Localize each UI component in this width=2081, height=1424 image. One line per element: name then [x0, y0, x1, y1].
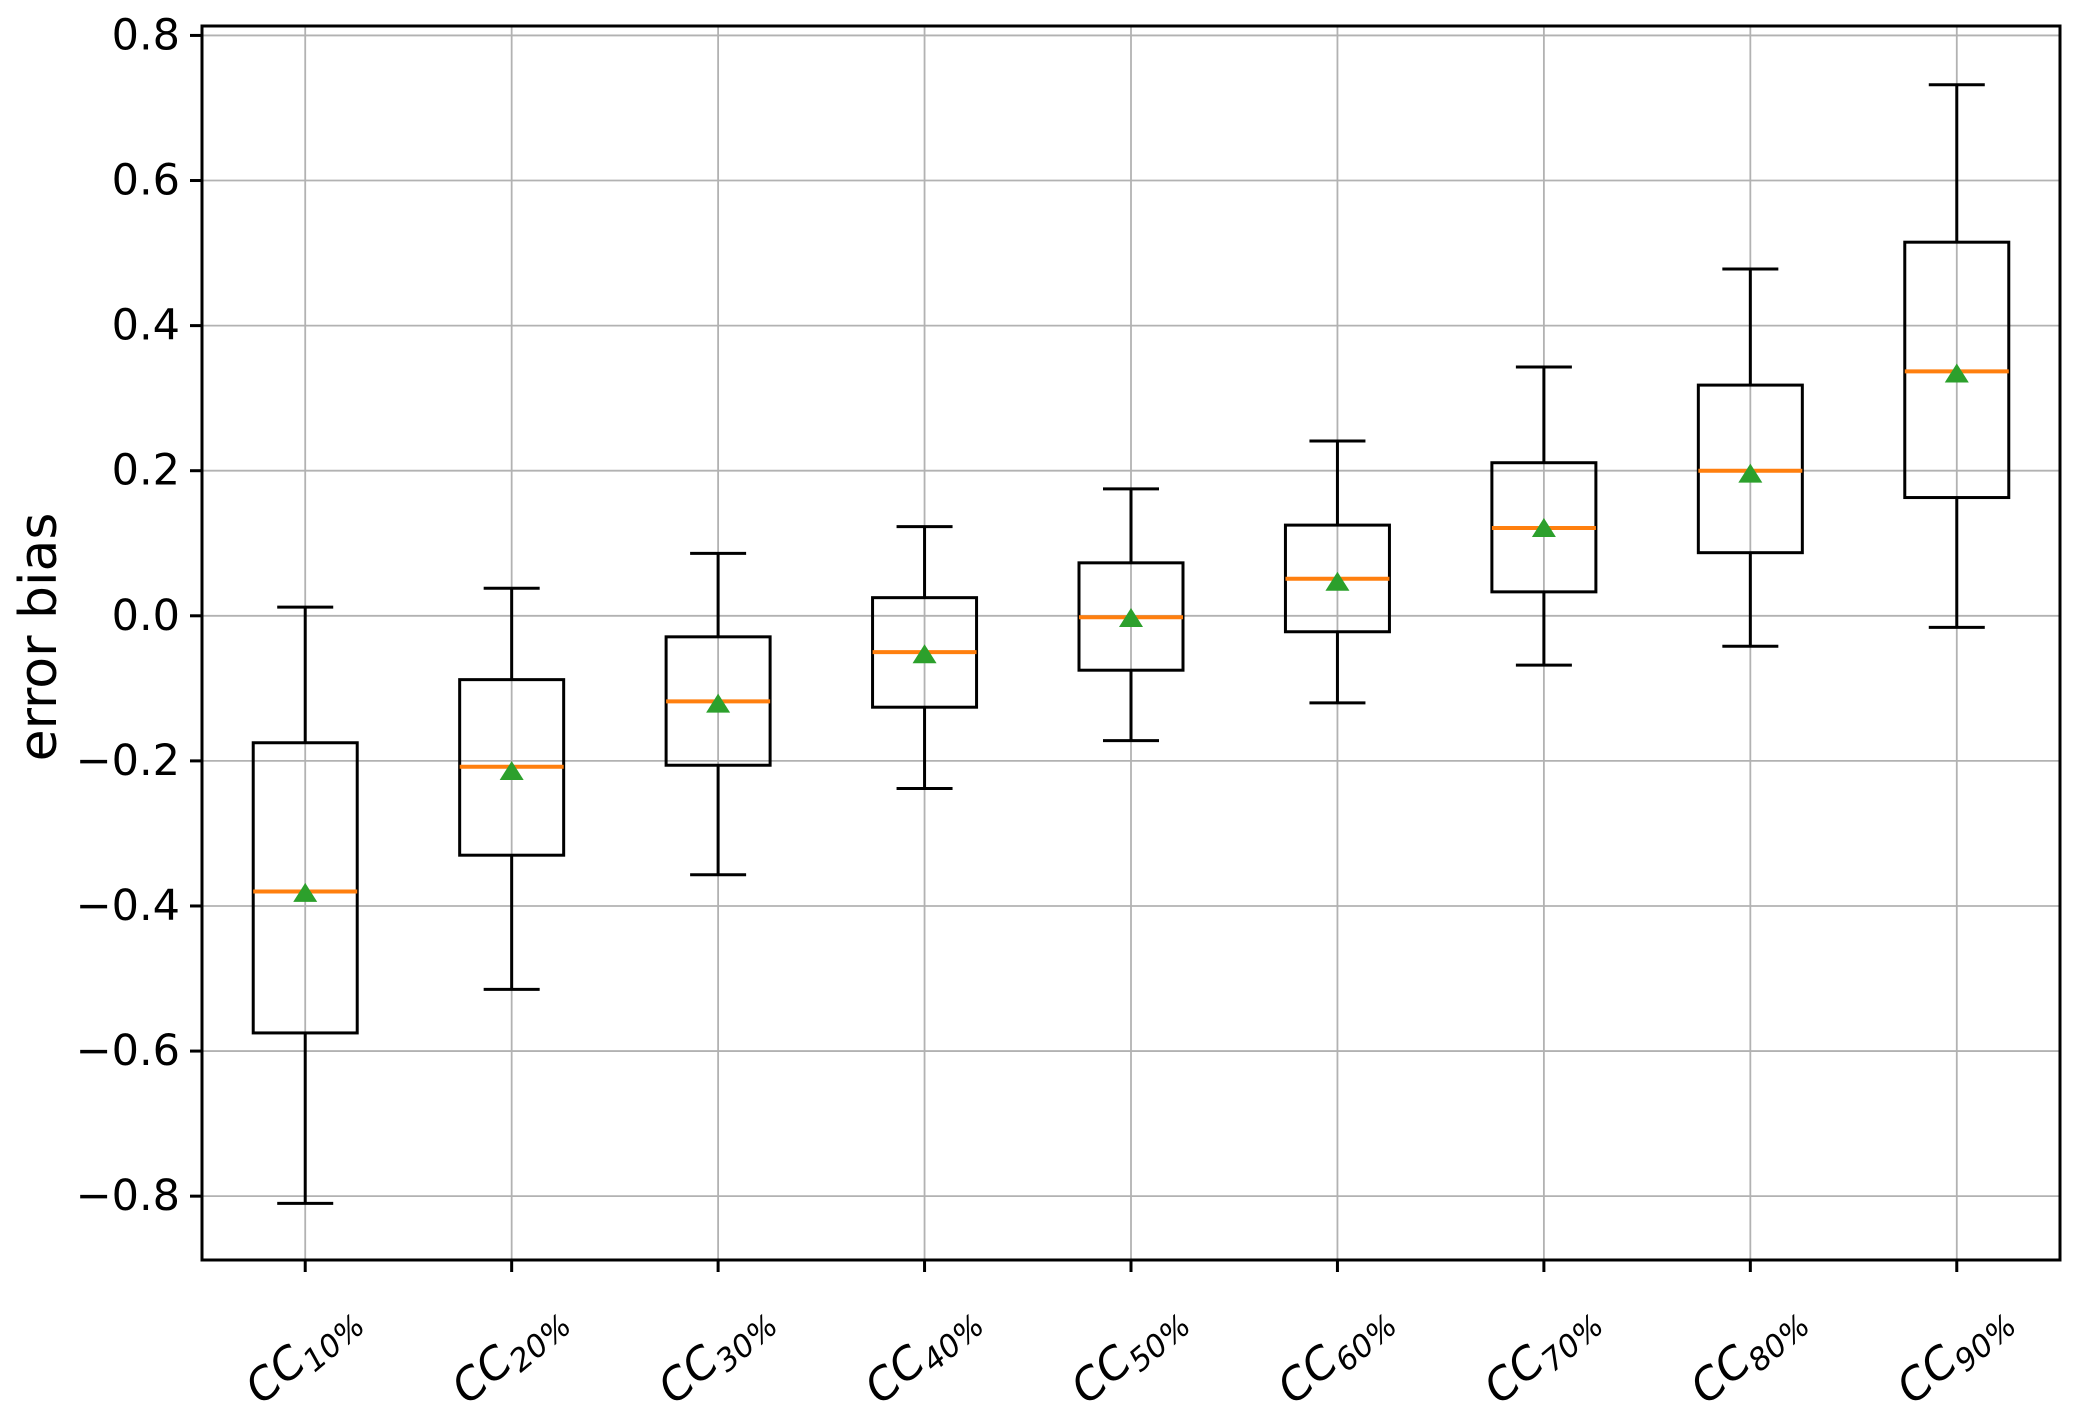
x-tick-label: CC90% — [1887, 1291, 2024, 1418]
x-tick-label: CC60% — [1268, 1291, 1405, 1418]
mean-marker — [1738, 463, 1763, 483]
mean-marker — [1944, 363, 1969, 383]
y-tick-label: 0.8 — [112, 10, 180, 60]
x-tick-label: CC20% — [442, 1291, 578, 1418]
y-tick-label: 0.0 — [112, 591, 180, 641]
axes-spines — [200, 24, 2062, 1262]
x-tick-label: CC40% — [855, 1291, 991, 1418]
y-tick-label: 0.2 — [112, 446, 180, 496]
y-tick-label: −0.4 — [76, 881, 180, 931]
mean-marker — [1119, 607, 1143, 627]
mean-marker — [706, 693, 731, 713]
x-tick-label: CC70% — [1474, 1291, 1611, 1418]
y-tick-label: 0.4 — [112, 301, 180, 351]
y-tick-label: 0.6 — [112, 156, 180, 206]
y-tick-label: −0.2 — [76, 736, 180, 786]
y-tick-label: −0.6 — [76, 1026, 180, 1076]
x-tick-label: CC80% — [1681, 1291, 1818, 1418]
mean-marker — [1531, 518, 1556, 538]
y-axis-label: error bias — [9, 512, 69, 762]
mean-marker — [1325, 571, 1350, 591]
mean-marker — [912, 644, 937, 664]
x-tick-label: CC30% — [649, 1291, 785, 1418]
mean-marker — [499, 761, 524, 781]
mean-marker — [293, 882, 318, 902]
y-tick-label: −0.8 — [76, 1171, 180, 1221]
x-tick-label: CC50% — [1061, 1291, 1198, 1418]
box-rect — [251, 741, 359, 1035]
x-tick-label: CC10% — [236, 1291, 372, 1418]
